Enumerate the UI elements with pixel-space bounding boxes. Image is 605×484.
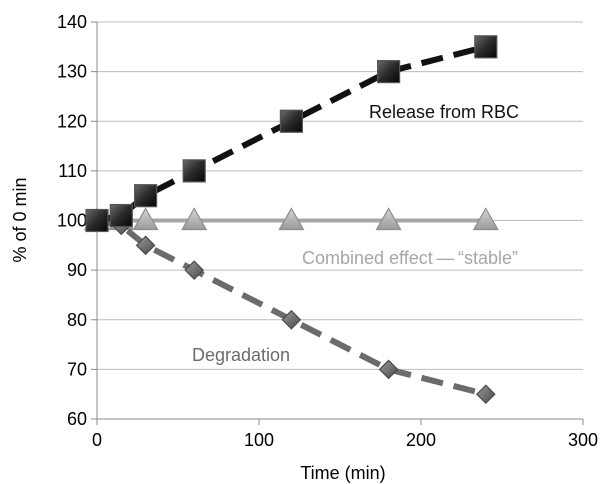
point-triangle-180 — [375, 207, 402, 231]
y-tick-label-100: 100 — [57, 211, 87, 231]
point-square-120 — [279, 109, 303, 133]
y-tick-label-120: 120 — [57, 111, 87, 131]
point-triangle-60 — [181, 207, 208, 231]
y-tick-label-140: 140 — [57, 12, 87, 32]
point-square-30 — [134, 184, 158, 208]
point-diamond-180 — [378, 359, 399, 380]
point-square-0 — [85, 208, 109, 233]
tick-labels: 60 70 80 90 100 110 120 130 140 0 100 200 300 — [57, 12, 598, 450]
x-tick-label-100: 100 — [244, 430, 274, 450]
y-tick-label-90: 90 — [67, 260, 87, 280]
series-triangle — [83, 207, 499, 231]
point-square-240 — [474, 35, 498, 59]
x-axis-title: Time (min) — [300, 463, 385, 483]
y-tick-label-70: 70 — [67, 359, 87, 379]
y-tick-label-130: 130 — [57, 62, 87, 82]
annotation-combined-effect: Combined effect — “stable” — [302, 248, 518, 268]
point-square-15 — [109, 203, 133, 228]
series-square — [85, 35, 498, 233]
x-tick-label-0: 0 — [92, 430, 102, 450]
y-axis-title: % of 0 min — [10, 177, 30, 262]
x-tick-label-200: 200 — [406, 430, 436, 450]
point-diamond-60 — [184, 260, 205, 280]
x-tick-label-300: 300 — [568, 430, 598, 450]
y-tick-label-80: 80 — [67, 310, 87, 330]
point-triangle-240 — [472, 207, 499, 231]
point-diamond-120 — [281, 309, 302, 330]
axes — [91, 21, 584, 425]
point-triangle-120 — [278, 207, 305, 231]
series-diamond — [87, 210, 496, 405]
series-line-diamond — [96, 217, 487, 398]
annotation-release-from-rbc: Release from RBC — [369, 102, 519, 122]
annotation-degradation: Degradation — [192, 345, 290, 365]
point-triangle-30 — [132, 207, 159, 231]
y-tick-label-110: 110 — [58, 161, 87, 181]
series — [83, 35, 499, 405]
point-diamond-240 — [475, 384, 496, 405]
y-tick-label-60: 60 — [67, 409, 87, 429]
point-diamond-30 — [135, 235, 156, 256]
point-square-180 — [377, 60, 401, 84]
point-square-60 — [182, 159, 206, 183]
